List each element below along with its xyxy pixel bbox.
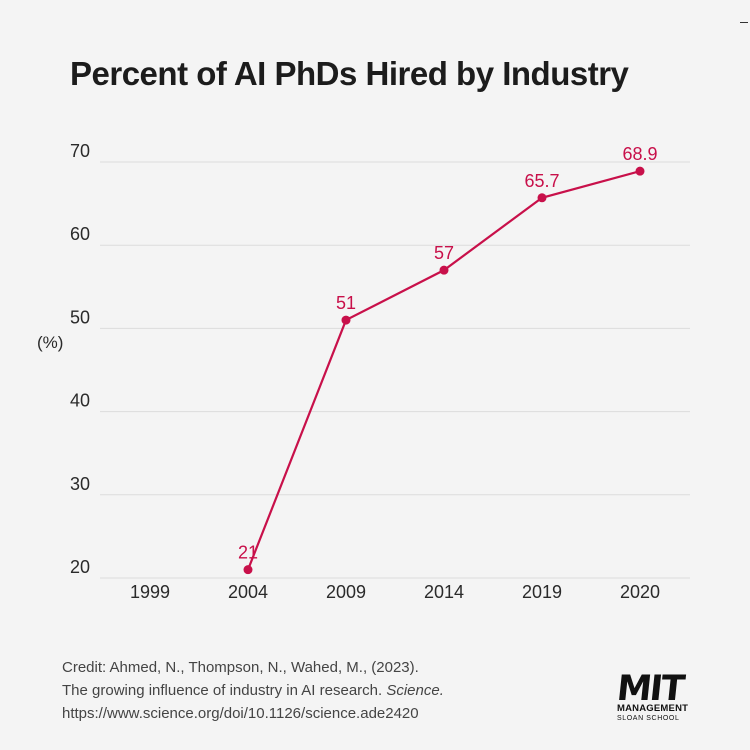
y-tick-label: 30 [70, 474, 90, 494]
corner-mark [740, 22, 748, 23]
data-label: 21 [238, 543, 258, 563]
mit-sloan-logo: MIT MANAGEMENT SLOAN SCHOOL [614, 669, 717, 723]
data-label: 57 [434, 243, 454, 263]
data-point [537, 193, 547, 203]
y-axis-label: (%) [37, 333, 63, 352]
line-chart: 20 30 40 50 60 70 (%) 1999 2004 2009 2014 2019 202… [37, 141, 690, 602]
data-point [439, 265, 449, 275]
series-line-path [246, 170, 641, 571]
y-tick-label: 60 [70, 224, 90, 244]
y-tick-labels: 20 30 40 50 60 70 [70, 141, 90, 577]
credit-article-title: The growing influence of industry in AI … [62, 682, 383, 699]
data-labels: 21 51 57 65.7 68.9 [238, 144, 658, 563]
chart-title: Percent of AI PhDs Hired by Industry [70, 55, 629, 92]
data-point [341, 315, 351, 325]
logo-management: MANAGEMENT [617, 703, 689, 714]
y-tick-label: 50 [70, 307, 90, 327]
x-tick-label: 1999 [130, 582, 170, 602]
y-tick-label: 20 [70, 557, 90, 577]
y-tick-label: 40 [70, 391, 90, 411]
series-line [246, 170, 641, 571]
credit-line-1: Credit: Ahmed, N., Thompson, N., Wahed, … [62, 659, 419, 676]
x-tick-labels: 1999 2004 2009 2014 2019 2020 [130, 582, 660, 602]
credit-text: Credit: Ahmed, N., Thompson, N., Wahed, … [62, 656, 444, 725]
credit-journal: Science. [386, 682, 444, 699]
x-tick-label: 2009 [326, 582, 366, 602]
credit-url: https://www.science.org/doi/10.1126/scie… [62, 705, 419, 722]
data-points [243, 166, 645, 575]
y-tick-label: 70 [70, 141, 90, 161]
data-point [243, 565, 253, 575]
data-point [635, 166, 645, 176]
x-tick-label: 2019 [522, 582, 562, 602]
logo-mit: MIT [614, 669, 685, 709]
x-tick-label: 2004 [228, 582, 268, 602]
x-tick-label: 2020 [620, 582, 660, 602]
logo-sloan: SLOAN SCHOOL [617, 715, 680, 722]
credit-line-2: The growing influence of industry in AI … [62, 679, 444, 702]
data-label: 65.7 [524, 171, 559, 191]
gridlines [100, 161, 690, 579]
data-label: 68.9 [622, 144, 657, 164]
x-tick-label: 2014 [424, 582, 464, 602]
data-label: 51 [336, 293, 356, 313]
